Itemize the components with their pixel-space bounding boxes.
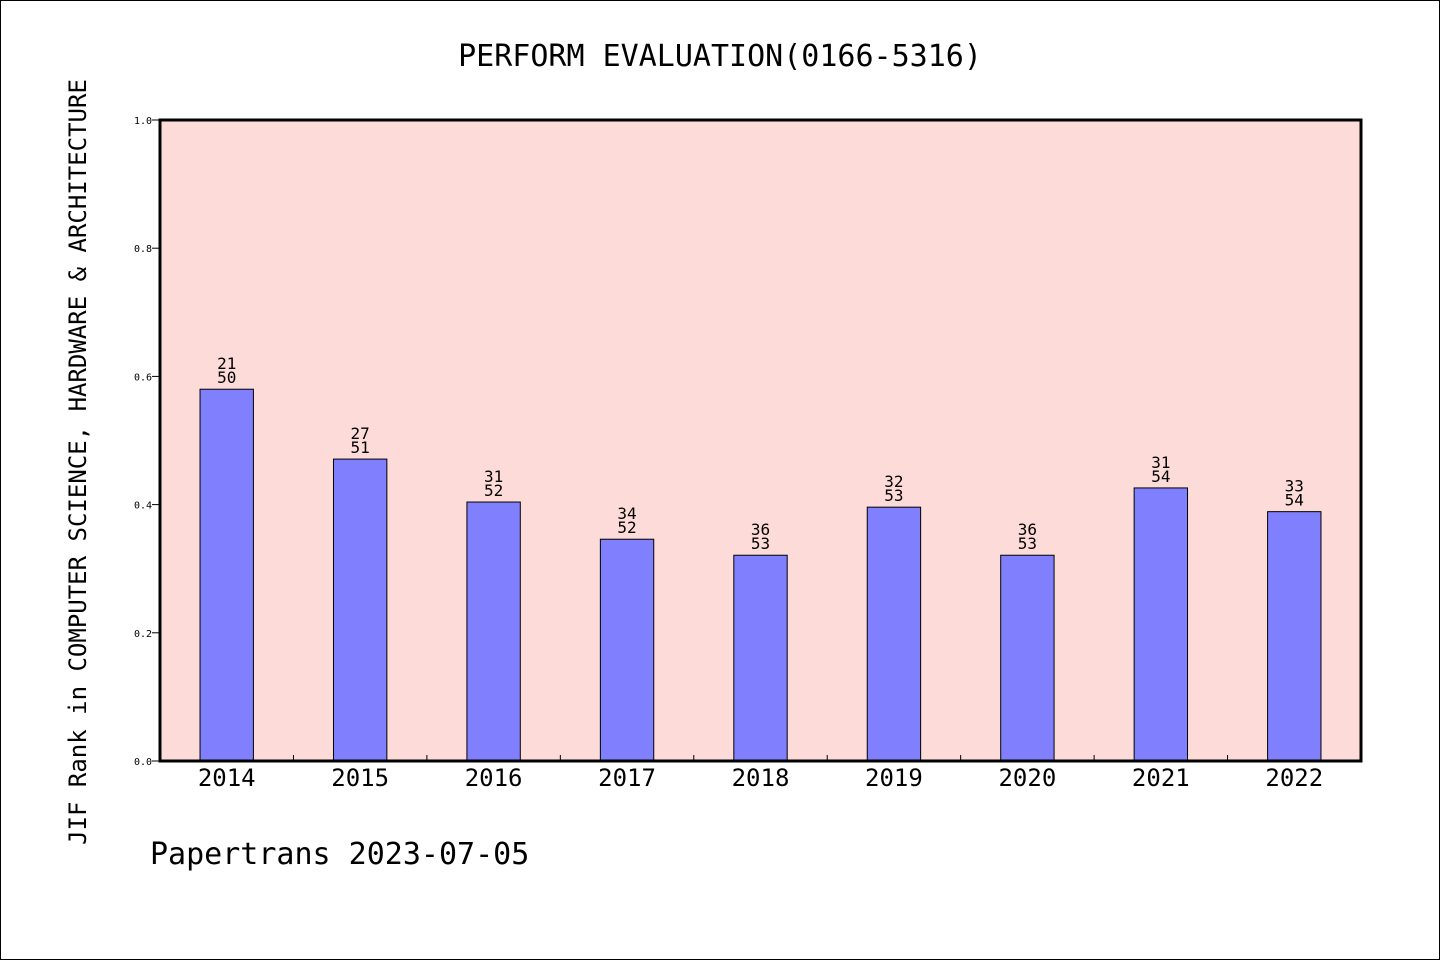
bar <box>733 554 788 762</box>
bar-label-total: 54 <box>1151 467 1170 486</box>
bar-label-rank: 27 <box>351 424 370 443</box>
bar-label-rank: 32 <box>884 472 903 491</box>
y-tick-label: 0.2 <box>134 629 152 640</box>
x-tick-label: 2021 <box>1132 764 1190 792</box>
bar <box>1267 511 1322 762</box>
bar <box>866 506 922 762</box>
chart-title: PERFORM EVALUATION(0166-5316) <box>458 39 982 74</box>
bar-label-rank: 21 <box>217 354 236 373</box>
x-tick-label: 2017 <box>598 764 656 792</box>
y-tick-label: 0.6 <box>134 372 152 383</box>
bar-label-rank: 33 <box>1285 477 1304 496</box>
bar <box>1000 554 1055 762</box>
x-tick-label: 2019 <box>865 764 923 792</box>
bar-label-rank: 31 <box>1151 453 1170 472</box>
y-tick-label: 0.4 <box>134 501 152 512</box>
bar-label-rank: 34 <box>617 504 636 523</box>
x-tick-label: 2014 <box>198 764 256 792</box>
footer-credit: Papertrans 2023-07-05 <box>150 837 529 872</box>
bar-label-total: 53 <box>1018 534 1037 553</box>
y-tick-label: 0.8 <box>134 244 152 255</box>
bar-label-total: 53 <box>751 534 770 553</box>
bar <box>466 501 521 762</box>
x-tick-label: 2016 <box>465 764 523 792</box>
y-tick-label: 0.0 <box>134 757 152 768</box>
x-tick-label: 2020 <box>998 764 1056 792</box>
bar-label-total: 53 <box>884 486 903 505</box>
x-tick-label: 2015 <box>331 764 389 792</box>
x-tick-label: 2018 <box>732 764 790 792</box>
bar-label-rank: 36 <box>751 520 770 539</box>
y-tick-label: 1.0 <box>134 116 152 127</box>
bar-label-total: 52 <box>617 518 636 537</box>
bar <box>1133 487 1189 762</box>
bar-label-rank: 36 <box>1018 520 1037 539</box>
bar-label-total: 51 <box>351 438 370 457</box>
bar-label-total: 54 <box>1285 491 1304 510</box>
bar <box>199 388 254 762</box>
x-tick-label: 2022 <box>1265 764 1323 792</box>
bar-series <box>199 388 1322 762</box>
bar <box>332 458 388 762</box>
bar <box>599 538 655 762</box>
bar-label-rank: 31 <box>484 467 503 486</box>
x-axis-labels: 2014 2015 2016 2017 2018 2019 2020 2021 2022 <box>198 764 1323 792</box>
plot-frame <box>158 118 1363 763</box>
bar-label-total: 52 <box>484 481 503 500</box>
bar-label-total: 50 <box>217 368 236 387</box>
y-axis-title: JIF Rank in COMPUTER SCIENCE, HARDWARE &… <box>64 79 92 845</box>
